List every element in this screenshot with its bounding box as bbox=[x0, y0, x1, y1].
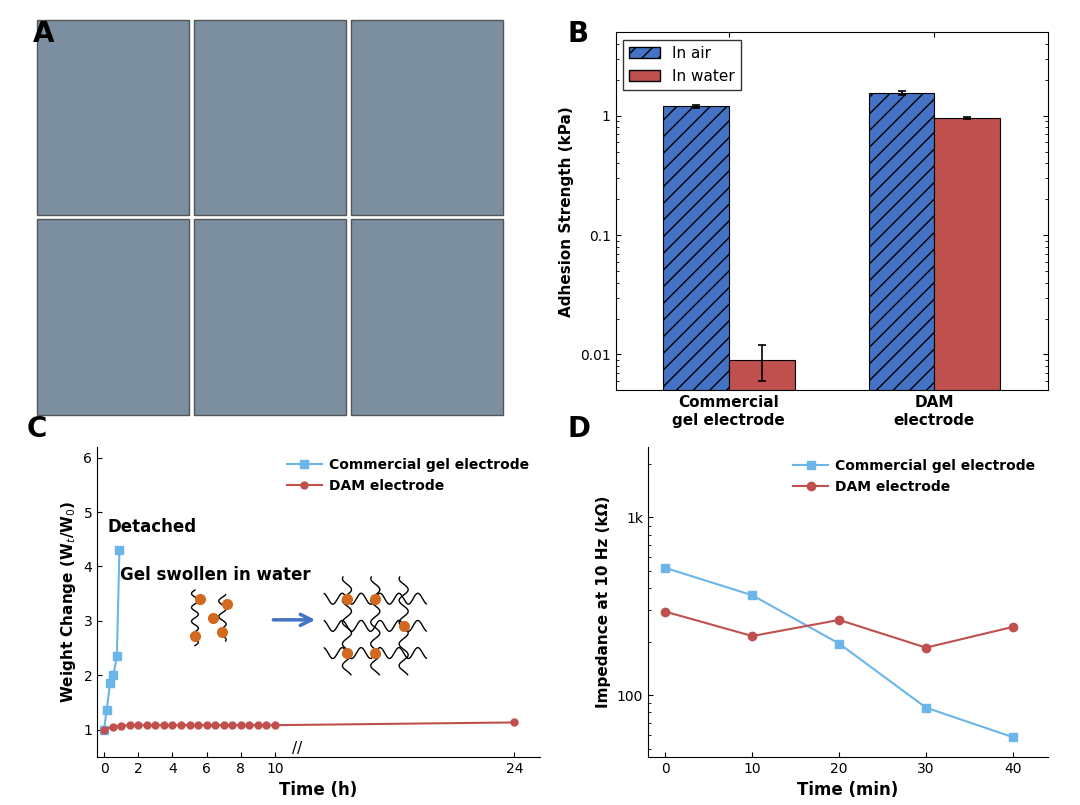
DAM electrode bbox=[123, 720, 136, 730]
Legend: Commercial gel electrode, DAM electrode: Commercial gel electrode, DAM electrode bbox=[787, 454, 1041, 500]
FancyBboxPatch shape bbox=[351, 220, 503, 415]
Text: B: B bbox=[567, 20, 589, 48]
Bar bbox=[729, 360, 795, 805]
DAM electrode bbox=[659, 607, 672, 617]
Legend: Commercial gel electrode, DAM electrode: Commercial gel electrode, DAM electrode bbox=[283, 454, 534, 497]
FancyBboxPatch shape bbox=[351, 20, 503, 216]
Commercial gel electrode bbox=[100, 706, 113, 716]
DAM electrode bbox=[183, 720, 195, 730]
Line: Commercial gel electrode: Commercial gel electrode bbox=[99, 546, 123, 733]
DAM electrode bbox=[243, 720, 256, 730]
DAM electrode bbox=[269, 720, 282, 730]
DAM electrode bbox=[200, 720, 213, 730]
DAM electrode bbox=[226, 720, 239, 730]
Bar bbox=[934, 118, 1000, 805]
Y-axis label: Weight Change (W$_t$/W$_0$): Weight Change (W$_t$/W$_0$) bbox=[59, 501, 78, 703]
DAM electrode bbox=[746, 631, 759, 641]
DAM electrode bbox=[132, 720, 145, 730]
Text: C: C bbox=[27, 415, 48, 443]
X-axis label: Time (h): Time (h) bbox=[280, 781, 357, 799]
Text: Detached: Detached bbox=[107, 518, 197, 536]
Text: D: D bbox=[567, 415, 590, 443]
FancyBboxPatch shape bbox=[194, 20, 346, 216]
DAM electrode bbox=[208, 720, 221, 730]
DAM electrode bbox=[252, 720, 265, 730]
FancyBboxPatch shape bbox=[194, 220, 346, 415]
DAM electrode bbox=[191, 720, 204, 730]
Y-axis label: Impedance at 10 Hz (kΩ): Impedance at 10 Hz (kΩ) bbox=[596, 496, 611, 708]
Commercial gel electrode bbox=[659, 563, 672, 572]
DAM electrode bbox=[97, 724, 110, 734]
DAM electrode bbox=[833, 615, 846, 625]
Text: //: // bbox=[292, 741, 302, 756]
DAM electrode bbox=[106, 722, 119, 732]
DAM electrode bbox=[260, 720, 273, 730]
DAM electrode bbox=[114, 721, 127, 731]
Legend: In air, In water: In air, In water bbox=[623, 39, 741, 89]
Commercial gel electrode bbox=[746, 590, 759, 600]
DAM electrode bbox=[175, 720, 188, 730]
Y-axis label: Adhesion Strength (kPa): Adhesion Strength (kPa) bbox=[559, 106, 575, 316]
FancyBboxPatch shape bbox=[37, 20, 189, 216]
DAM electrode bbox=[508, 717, 521, 727]
DAM electrode bbox=[217, 720, 230, 730]
DAM electrode bbox=[149, 720, 162, 730]
Commercial gel electrode bbox=[113, 545, 126, 555]
DAM electrode bbox=[158, 720, 171, 730]
Bar bbox=[868, 93, 934, 805]
Commercial gel electrode bbox=[110, 651, 123, 661]
FancyBboxPatch shape bbox=[37, 220, 189, 415]
Commercial gel electrode bbox=[1007, 733, 1020, 742]
DAM electrode bbox=[1007, 622, 1020, 632]
X-axis label: Time (min): Time (min) bbox=[797, 781, 899, 799]
Bar bbox=[663, 106, 729, 805]
DAM electrode bbox=[234, 720, 247, 730]
DAM electrode bbox=[140, 720, 153, 730]
Text: A: A bbox=[32, 20, 54, 48]
Commercial gel electrode bbox=[107, 671, 120, 680]
Commercial gel electrode bbox=[919, 703, 932, 712]
Line: DAM electrode: DAM electrode bbox=[100, 719, 517, 733]
Line: Commercial gel electrode: Commercial gel electrode bbox=[661, 564, 1017, 741]
Commercial gel electrode bbox=[833, 638, 846, 648]
DAM electrode bbox=[166, 720, 179, 730]
Line: DAM electrode: DAM electrode bbox=[661, 608, 1017, 652]
Text: Gel swollen in water: Gel swollen in water bbox=[120, 566, 310, 584]
DAM electrode bbox=[919, 643, 932, 653]
Commercial gel electrode bbox=[104, 679, 117, 688]
Commercial gel electrode bbox=[97, 724, 110, 734]
